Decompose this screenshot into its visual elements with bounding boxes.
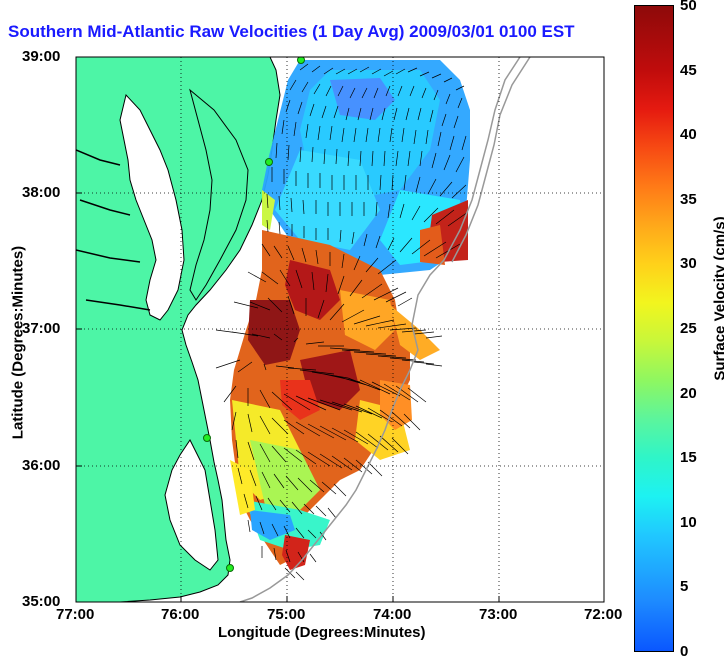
y-axis-label: Latitude (Degrees:Minutes) xyxy=(10,203,27,483)
station-marker xyxy=(204,435,211,442)
station-marker xyxy=(266,159,273,166)
x-tick-label: 72:00 xyxy=(584,606,622,623)
y-tick-label: 37:00 xyxy=(22,320,60,337)
station-marker xyxy=(227,565,234,572)
y-tick-label: 39:00 xyxy=(22,48,60,65)
colorbar-tick: 30 xyxy=(680,255,697,272)
x-axis-label: Longitude (Degrees:Minutes) xyxy=(218,624,426,641)
colorbar-tick: 5 xyxy=(680,578,688,595)
station-marker xyxy=(298,57,305,64)
x-tick-label: 76:00 xyxy=(161,606,199,623)
colorbar-tick: 10 xyxy=(680,514,697,531)
colorbar-tick: 35 xyxy=(680,191,697,208)
x-tick-label: 77:00 xyxy=(56,606,94,623)
x-tick-label: 74:00 xyxy=(373,606,411,623)
x-tick-label: 75:00 xyxy=(267,606,305,623)
colorbar-tick: 40 xyxy=(680,126,697,143)
y-tick-label: 35:00 xyxy=(22,593,60,610)
colorbar xyxy=(634,5,674,652)
colorbar-tick: 25 xyxy=(680,320,697,337)
colorbar-tick: 0 xyxy=(680,643,688,660)
colorbar-label: Surface Velocity (cm/s) xyxy=(712,149,724,449)
colorbar-tick: 15 xyxy=(680,449,697,466)
colorbar-tick: 20 xyxy=(680,385,697,402)
x-tick-label: 73:00 xyxy=(479,606,517,623)
colorbar-tick: 45 xyxy=(680,62,697,79)
y-tick-label: 38:00 xyxy=(22,184,60,201)
y-tick-label: 36:00 xyxy=(22,457,60,474)
colorbar-tick: 50 xyxy=(680,0,697,14)
